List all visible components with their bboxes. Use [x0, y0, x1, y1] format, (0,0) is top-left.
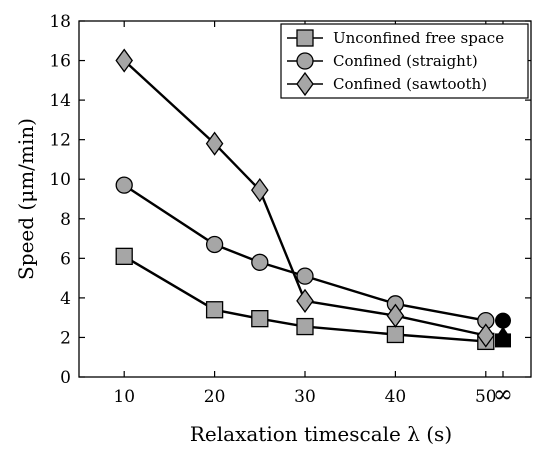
series-line [123, 184, 487, 322]
legend: Unconfined free space Confined (straight)… [280, 23, 529, 99]
axis-ticks: 0 2 4 6 8 10 12 14 16 18 10 20 30 40 50∞ [49, 12, 531, 408]
y-tick-label: 2 [60, 328, 71, 348]
data-point [386, 303, 405, 328]
legend-marker [296, 52, 314, 70]
y-tick-label: 0 [60, 368, 71, 388]
y-tick-label: 12 [49, 131, 71, 151]
data-point [115, 176, 133, 194]
data-point [386, 325, 405, 344]
x-tick-label: 10 [113, 387, 135, 407]
data-point [205, 301, 224, 319]
y-tick-label: 18 [49, 12, 71, 32]
data-point [251, 310, 269, 328]
legend-marker [296, 71, 314, 97]
x-tick-label: 40 [385, 387, 407, 407]
x-tick-label: 20 [204, 387, 226, 407]
x-axis-title: Relaxation timescale λ (s) [190, 422, 452, 446]
legend-marker [296, 29, 314, 47]
data-point [205, 131, 224, 156]
infinity-markers [495, 312, 511, 348]
infinity-point [495, 312, 511, 329]
data-point [296, 317, 314, 336]
x-tick-label: ∞ [493, 380, 513, 408]
data-point [250, 177, 269, 203]
data-point [476, 323, 495, 348]
series-line [123, 59, 487, 337]
series-diamond [115, 48, 495, 348]
data-point [115, 48, 134, 73]
series-circle [115, 176, 495, 330]
legend-label: Confined (straight) [333, 52, 478, 70]
legend-label: Confined (sawtooth) [333, 75, 487, 93]
y-axis-title: Speed (μm/min) [14, 118, 38, 280]
data-point [296, 267, 314, 285]
y-tick-label: 14 [49, 91, 71, 111]
data-point [205, 235, 224, 254]
x-tick-label: 30 [294, 387, 316, 407]
infinity-point [495, 333, 511, 348]
series-group [115, 48, 511, 351]
legend-label: Unconfined free space [333, 29, 504, 47]
y-tick-label: 10 [49, 170, 71, 190]
x-tick-label: 50 [475, 387, 497, 407]
data-point [296, 288, 314, 313]
y-tick-label: 4 [60, 289, 71, 309]
y-tick-label: 8 [60, 210, 71, 230]
y-tick-label: 6 [60, 249, 71, 269]
data-point [251, 253, 269, 271]
y-tick-label: 16 [49, 52, 71, 72]
series-line [123, 255, 486, 343]
data-point [115, 247, 133, 266]
